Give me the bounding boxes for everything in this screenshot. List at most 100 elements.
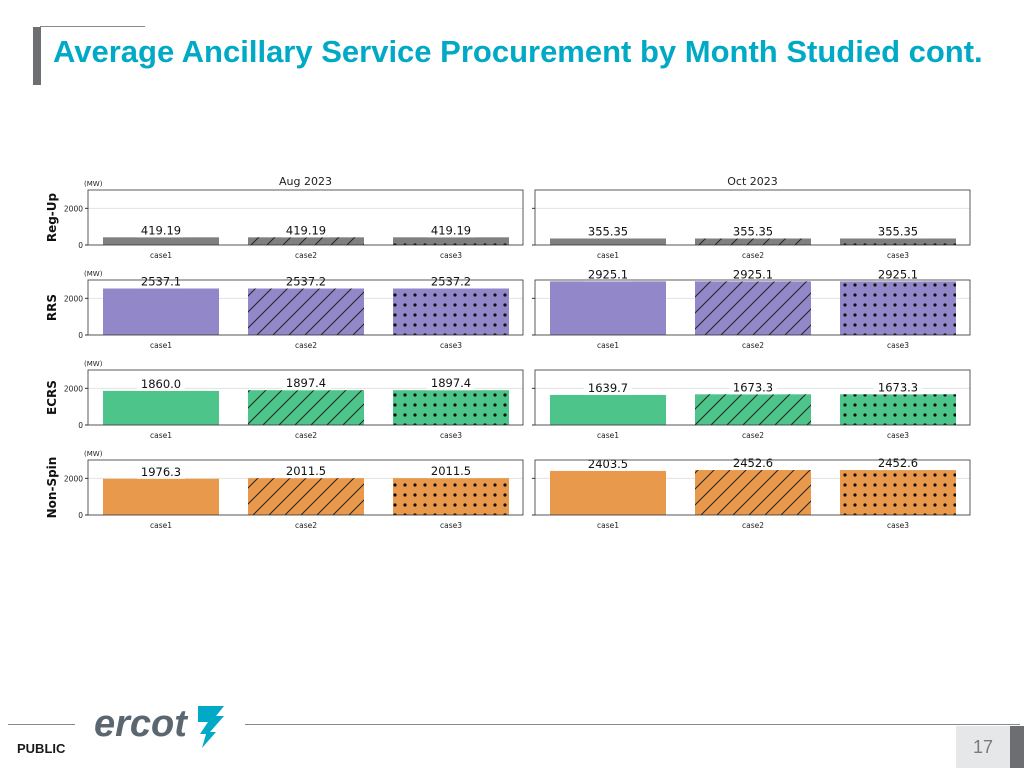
data-label-box (137, 376, 185, 391)
x-tick-label: case3 (440, 431, 462, 440)
data-label: 2925.1 (733, 267, 773, 281)
x-tick-label: case1 (150, 341, 172, 350)
data-label-box (427, 464, 475, 479)
data-label-box (874, 224, 922, 239)
data-label: 1897.4 (431, 376, 471, 390)
service-label: Non-Spin (45, 457, 59, 519)
footer-rule-left (8, 724, 75, 725)
ercot-logo-text: ercot (94, 703, 188, 745)
data-label: 419.19 (286, 223, 326, 237)
x-tick-label: case3 (887, 521, 909, 530)
plot-frame (87, 279, 524, 336)
data-label: 2011.5 (286, 464, 326, 478)
data-label-box (427, 223, 475, 238)
x-tick-label: case3 (887, 431, 909, 440)
unit-label: (MW) (84, 360, 103, 368)
data-label: 2537.1 (141, 274, 181, 288)
data-label: 355.35 (733, 224, 773, 238)
x-tick-label: case3 (887, 251, 909, 260)
x-tick-label: case1 (150, 521, 172, 530)
bar-pattern (840, 281, 956, 335)
data-label: 2452.6 (733, 456, 773, 470)
data-label-box (874, 267, 922, 282)
data-label-box (874, 456, 922, 471)
data-label: 2011.5 (431, 464, 471, 478)
bar-pattern (248, 390, 364, 425)
data-label: 355.35 (878, 224, 918, 238)
month-title: Oct 2023 (727, 175, 778, 188)
data-label: 1897.4 (286, 376, 326, 390)
plot-frame (534, 369, 971, 426)
footer-public-label: PUBLIC (17, 741, 66, 756)
data-label-box (282, 376, 330, 391)
bar (550, 470, 666, 515)
bar-pattern (695, 394, 811, 425)
bar-pattern (248, 478, 364, 515)
data-label-box (282, 223, 330, 238)
x-tick-label: case3 (440, 341, 462, 350)
data-label: 2537.2 (286, 274, 326, 288)
data-label-box (729, 224, 777, 239)
data-label-box (282, 464, 330, 479)
data-label: 355.35 (588, 224, 628, 238)
page-accent-bar (1010, 726, 1024, 768)
service-label: ECRS (45, 380, 59, 415)
data-label: 2403.5 (588, 457, 628, 471)
bar-pattern (840, 470, 956, 515)
page-number: 17 (972, 737, 994, 757)
service-label: RRS (45, 294, 59, 321)
bar-pattern (248, 237, 364, 245)
data-label: 1860.0 (141, 377, 181, 391)
ercot-bolt-icon (198, 706, 224, 748)
data-label-box (874, 380, 922, 395)
y-tick-label: 0 (78, 331, 83, 340)
month-title: Aug 2023 (279, 175, 332, 188)
plot-frame (87, 369, 524, 426)
title-accent-bar (33, 27, 41, 85)
bar-pattern (695, 470, 811, 515)
data-label-box (584, 456, 632, 471)
x-tick-label: case2 (742, 251, 764, 260)
page-title: Average Ancillary Service Procurement by… (53, 34, 983, 69)
plot-frame (534, 279, 971, 336)
bar (103, 390, 219, 425)
footer-rule-right (245, 724, 1020, 725)
data-label: 2925.1 (588, 267, 628, 281)
x-tick-label: case2 (742, 431, 764, 440)
plot-frame (87, 189, 524, 246)
bar (550, 238, 666, 245)
y-tick-label: 0 (78, 511, 83, 520)
data-label-box (729, 267, 777, 282)
data-label: 2537.2 (431, 274, 471, 288)
y-tick-label: 0 (78, 421, 83, 430)
bar (550, 394, 666, 425)
y-tick-label: 0 (78, 241, 83, 250)
ancillary-service-chart: Aug 2023 Oct 2023 (MW) Reg-Up 0 2000 419.19 cas… (45, 175, 971, 530)
data-label-box (427, 376, 475, 391)
x-tick-label: case1 (150, 251, 172, 260)
x-tick-label: case2 (295, 431, 317, 440)
x-tick-label: case3 (440, 251, 462, 260)
x-tick-label: case2 (295, 341, 317, 350)
data-label: 1976.3 (141, 465, 181, 479)
x-tick-label: case3 (440, 521, 462, 530)
y-tick-label: 2000 (64, 294, 83, 303)
y-tick-label: 2000 (64, 204, 83, 213)
bar-pattern (840, 238, 956, 245)
bar-pattern (393, 478, 509, 515)
bar-pattern (695, 238, 811, 245)
data-label-box (137, 464, 185, 479)
bar-pattern (840, 394, 956, 425)
y-tick-label: 2000 (64, 474, 83, 483)
ercot-logo: ercot (94, 703, 224, 748)
bar-pattern (695, 281, 811, 335)
unit-label: (MW) (84, 180, 103, 188)
data-label: 2452.6 (878, 456, 918, 470)
x-tick-label: case1 (597, 431, 619, 440)
x-tick-label: case1 (150, 431, 172, 440)
unit-label: (MW) (84, 270, 103, 278)
top-rule (40, 26, 145, 27)
bar-pattern (248, 288, 364, 335)
bar (103, 478, 219, 515)
data-label-box (427, 274, 475, 289)
